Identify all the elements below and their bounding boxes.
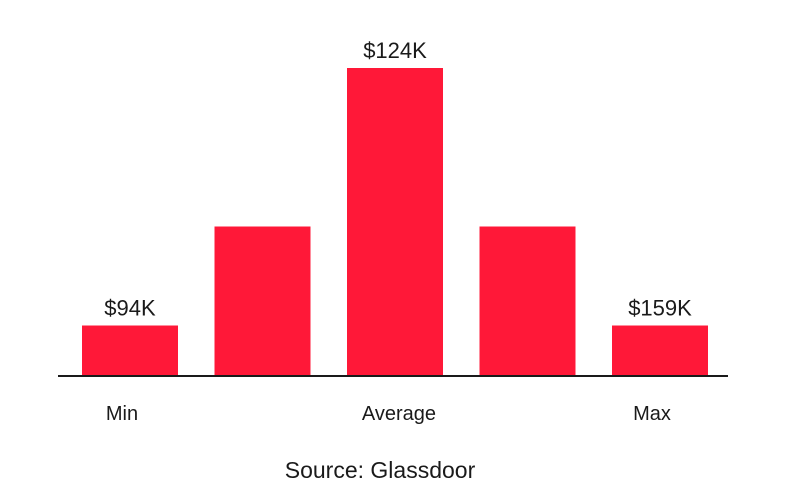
category-label-4: Max — [633, 403, 671, 425]
bars-group — [82, 68, 708, 375]
bar-1 — [214, 226, 311, 375]
category-label-0: Min — [106, 403, 138, 425]
value-label-2: $124K — [363, 38, 427, 63]
value-label-4: $159K — [628, 296, 692, 321]
value-label-0: $94K — [104, 296, 156, 321]
category-label-2: Average — [362, 403, 436, 425]
bar-4 — [612, 325, 708, 375]
category-labels-group: Min Average Max — [106, 403, 671, 425]
bar-0 — [82, 325, 178, 375]
source-caption: Source: Glassdoor — [285, 457, 476, 483]
bar-3 — [479, 226, 576, 375]
bar-2 — [347, 68, 443, 375]
value-labels-group: $94K $124K $159K — [104, 38, 692, 321]
